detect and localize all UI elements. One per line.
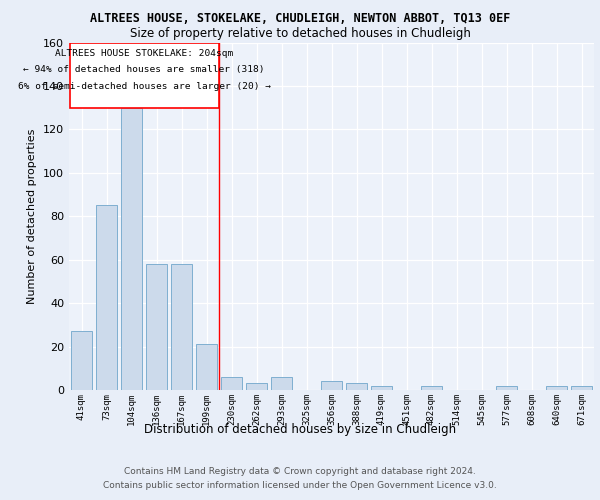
Bar [346,384,367,390]
Text: ALTREES HOUSE STOKELAKE: 204sqm: ALTREES HOUSE STOKELAKE: 204sqm [55,49,233,58]
Text: ALTREES HOUSE, STOKELAKE, CHUDLEIGH, NEWTON ABBOT, TQ13 0EF: ALTREES HOUSE, STOKELAKE, CHUDLEIGH, NEW… [90,12,510,26]
Bar [496,386,517,390]
Text: ← 94% of detached houses are smaller (318): ← 94% of detached houses are smaller (31… [23,66,265,74]
Y-axis label: Number of detached properties: Number of detached properties [28,128,37,304]
Bar [196,344,217,390]
Text: Size of property relative to detached houses in Chudleigh: Size of property relative to detached ho… [130,28,470,40]
Bar [271,377,292,390]
Bar [146,264,167,390]
Text: Contains public sector information licensed under the Open Government Licence v3: Contains public sector information licen… [103,481,497,490]
Bar [96,206,117,390]
Text: 6% of semi-detached houses are larger (20) →: 6% of semi-detached houses are larger (2… [17,82,271,90]
Bar [571,386,592,390]
Bar [171,264,192,390]
Bar [221,377,242,390]
Bar [546,386,567,390]
Bar [421,386,442,390]
Bar [246,384,267,390]
Bar [71,332,92,390]
Bar [321,382,342,390]
Bar [371,386,392,390]
Bar [70,42,218,108]
Bar [121,108,142,390]
Text: Distribution of detached houses by size in Chudleigh: Distribution of detached houses by size … [144,422,456,436]
Text: Contains HM Land Registry data © Crown copyright and database right 2024.: Contains HM Land Registry data © Crown c… [124,468,476,476]
